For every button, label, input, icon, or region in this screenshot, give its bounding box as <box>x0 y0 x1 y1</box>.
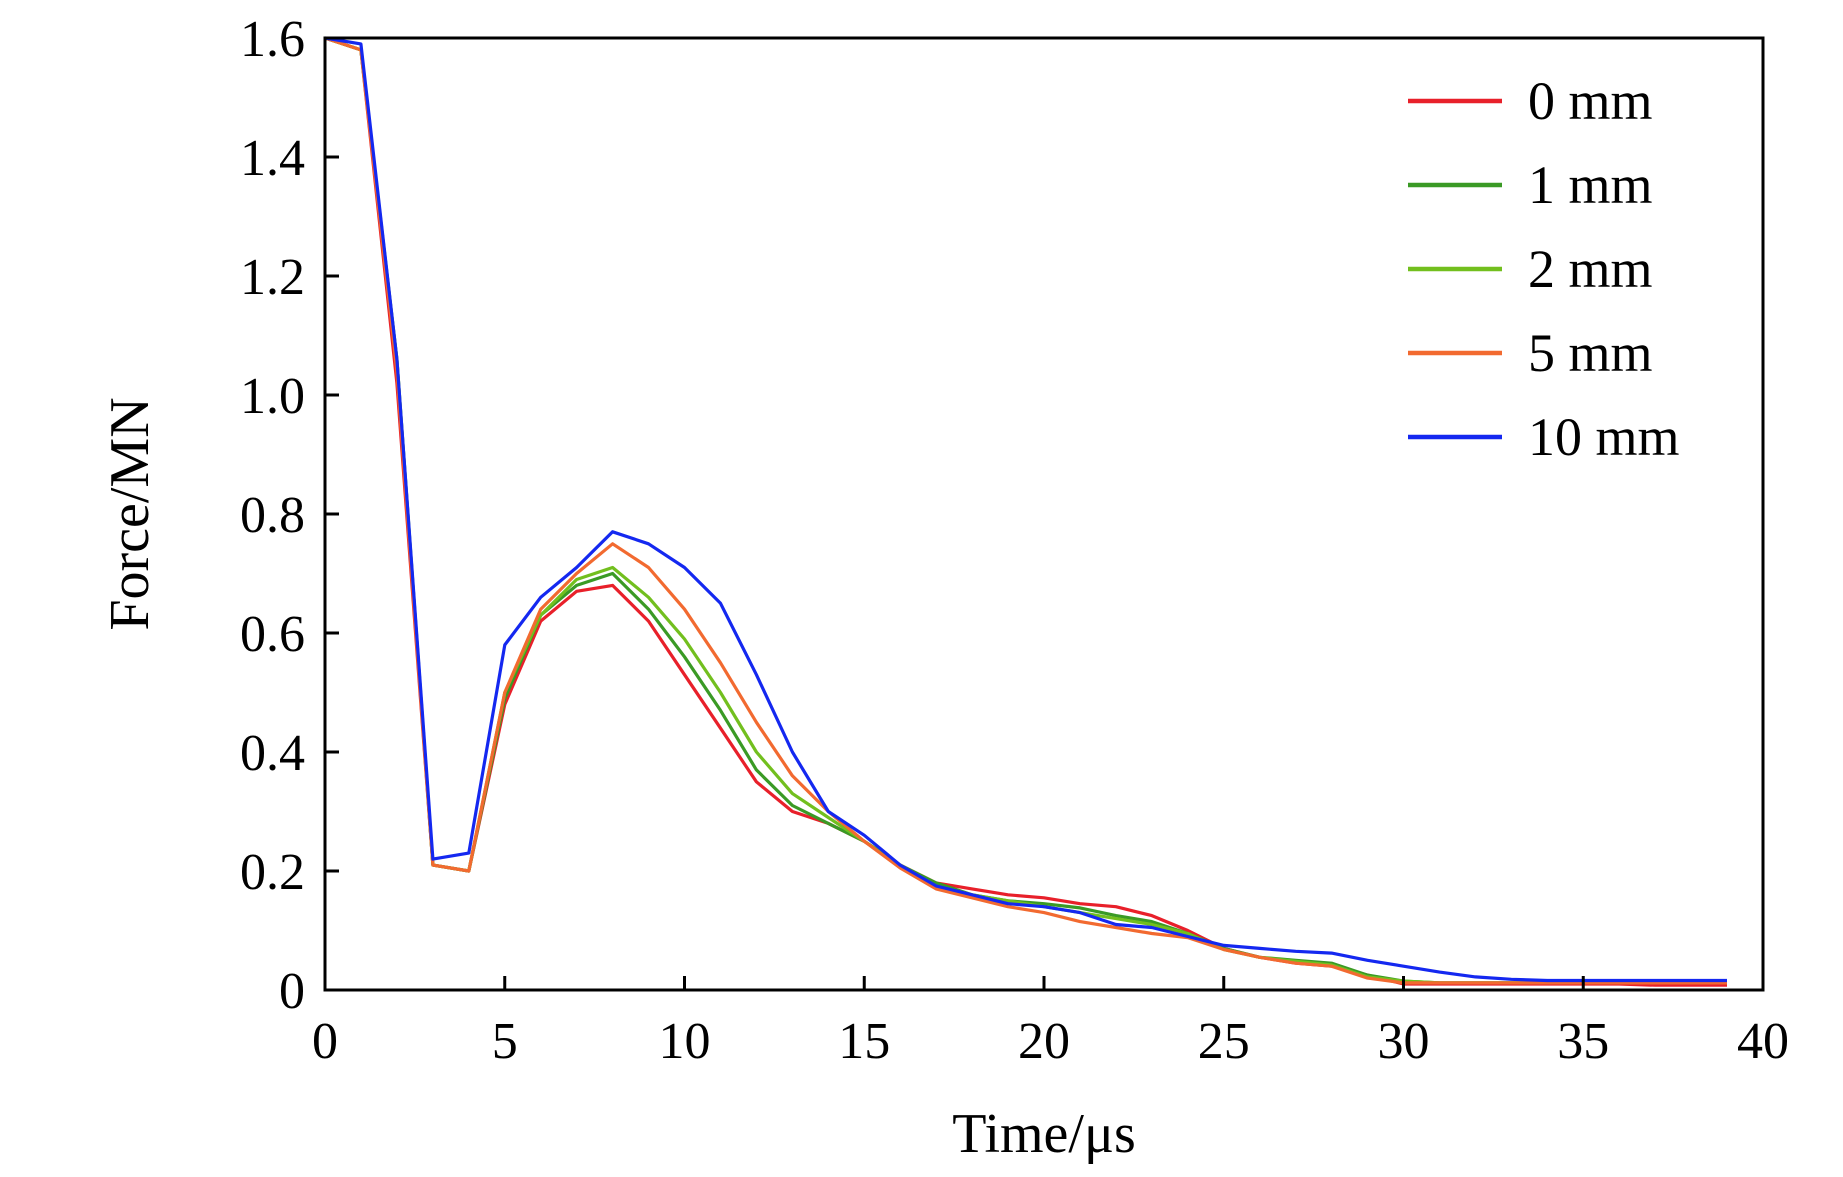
x-tick-label: 35 <box>1557 1013 1609 1070</box>
y-tick-label: 0 <box>279 963 305 1020</box>
y-tick-label: 0.8 <box>240 487 305 544</box>
x-tick-label: 20 <box>1018 1013 1070 1070</box>
legend-label-5: 10 mm <box>1528 407 1680 467</box>
x-tick-label: 25 <box>1198 1013 1250 1070</box>
x-tick-label: 10 <box>659 1013 711 1070</box>
legend-label-2: 1 mm <box>1528 155 1653 215</box>
legend-label-3: 2 mm <box>1528 239 1653 299</box>
y-tick-label: 1.2 <box>240 249 305 306</box>
ticks-layer: 0 5 10 15 20 25 30 35 40 0 0.2 0.4 0.6 0.8 1.0 1.2 1.4 1.… <box>240 11 1789 1070</box>
y-tick-label: 1.6 <box>240 11 305 68</box>
y-tick-label: 1.4 <box>240 130 305 187</box>
series-line-5 <box>324 36 1727 983</box>
series-line-2 <box>324 36 1727 985</box>
x-tick-label: 30 <box>1378 1013 1430 1070</box>
series-line-1 <box>324 36 1727 987</box>
x-tick-label: 0 <box>312 1013 338 1070</box>
y-tick-label: 1.0 <box>240 368 305 425</box>
series-line-3 <box>324 36 1727 985</box>
x-tick-label: 15 <box>838 1013 890 1070</box>
x-tick-label: 5 <box>492 1013 518 1070</box>
legend-label-1: 0 mm <box>1528 71 1653 131</box>
legend: 0 mm 1 mm 2 mm 5 mm 10 mm <box>1408 71 1680 467</box>
y-axis-label: Force/MN <box>99 397 161 630</box>
series-layer <box>324 36 1727 987</box>
series-line-4 <box>324 36 1727 985</box>
y-tick-label: 0.4 <box>240 725 305 782</box>
legend-label-4: 5 mm <box>1528 323 1653 383</box>
x-tick-label: 40 <box>1737 1013 1789 1070</box>
y-tick-label: 0.2 <box>240 844 305 901</box>
x-axis-label: Time/μs <box>952 1103 1136 1165</box>
y-tick-label: 0.6 <box>240 606 305 663</box>
